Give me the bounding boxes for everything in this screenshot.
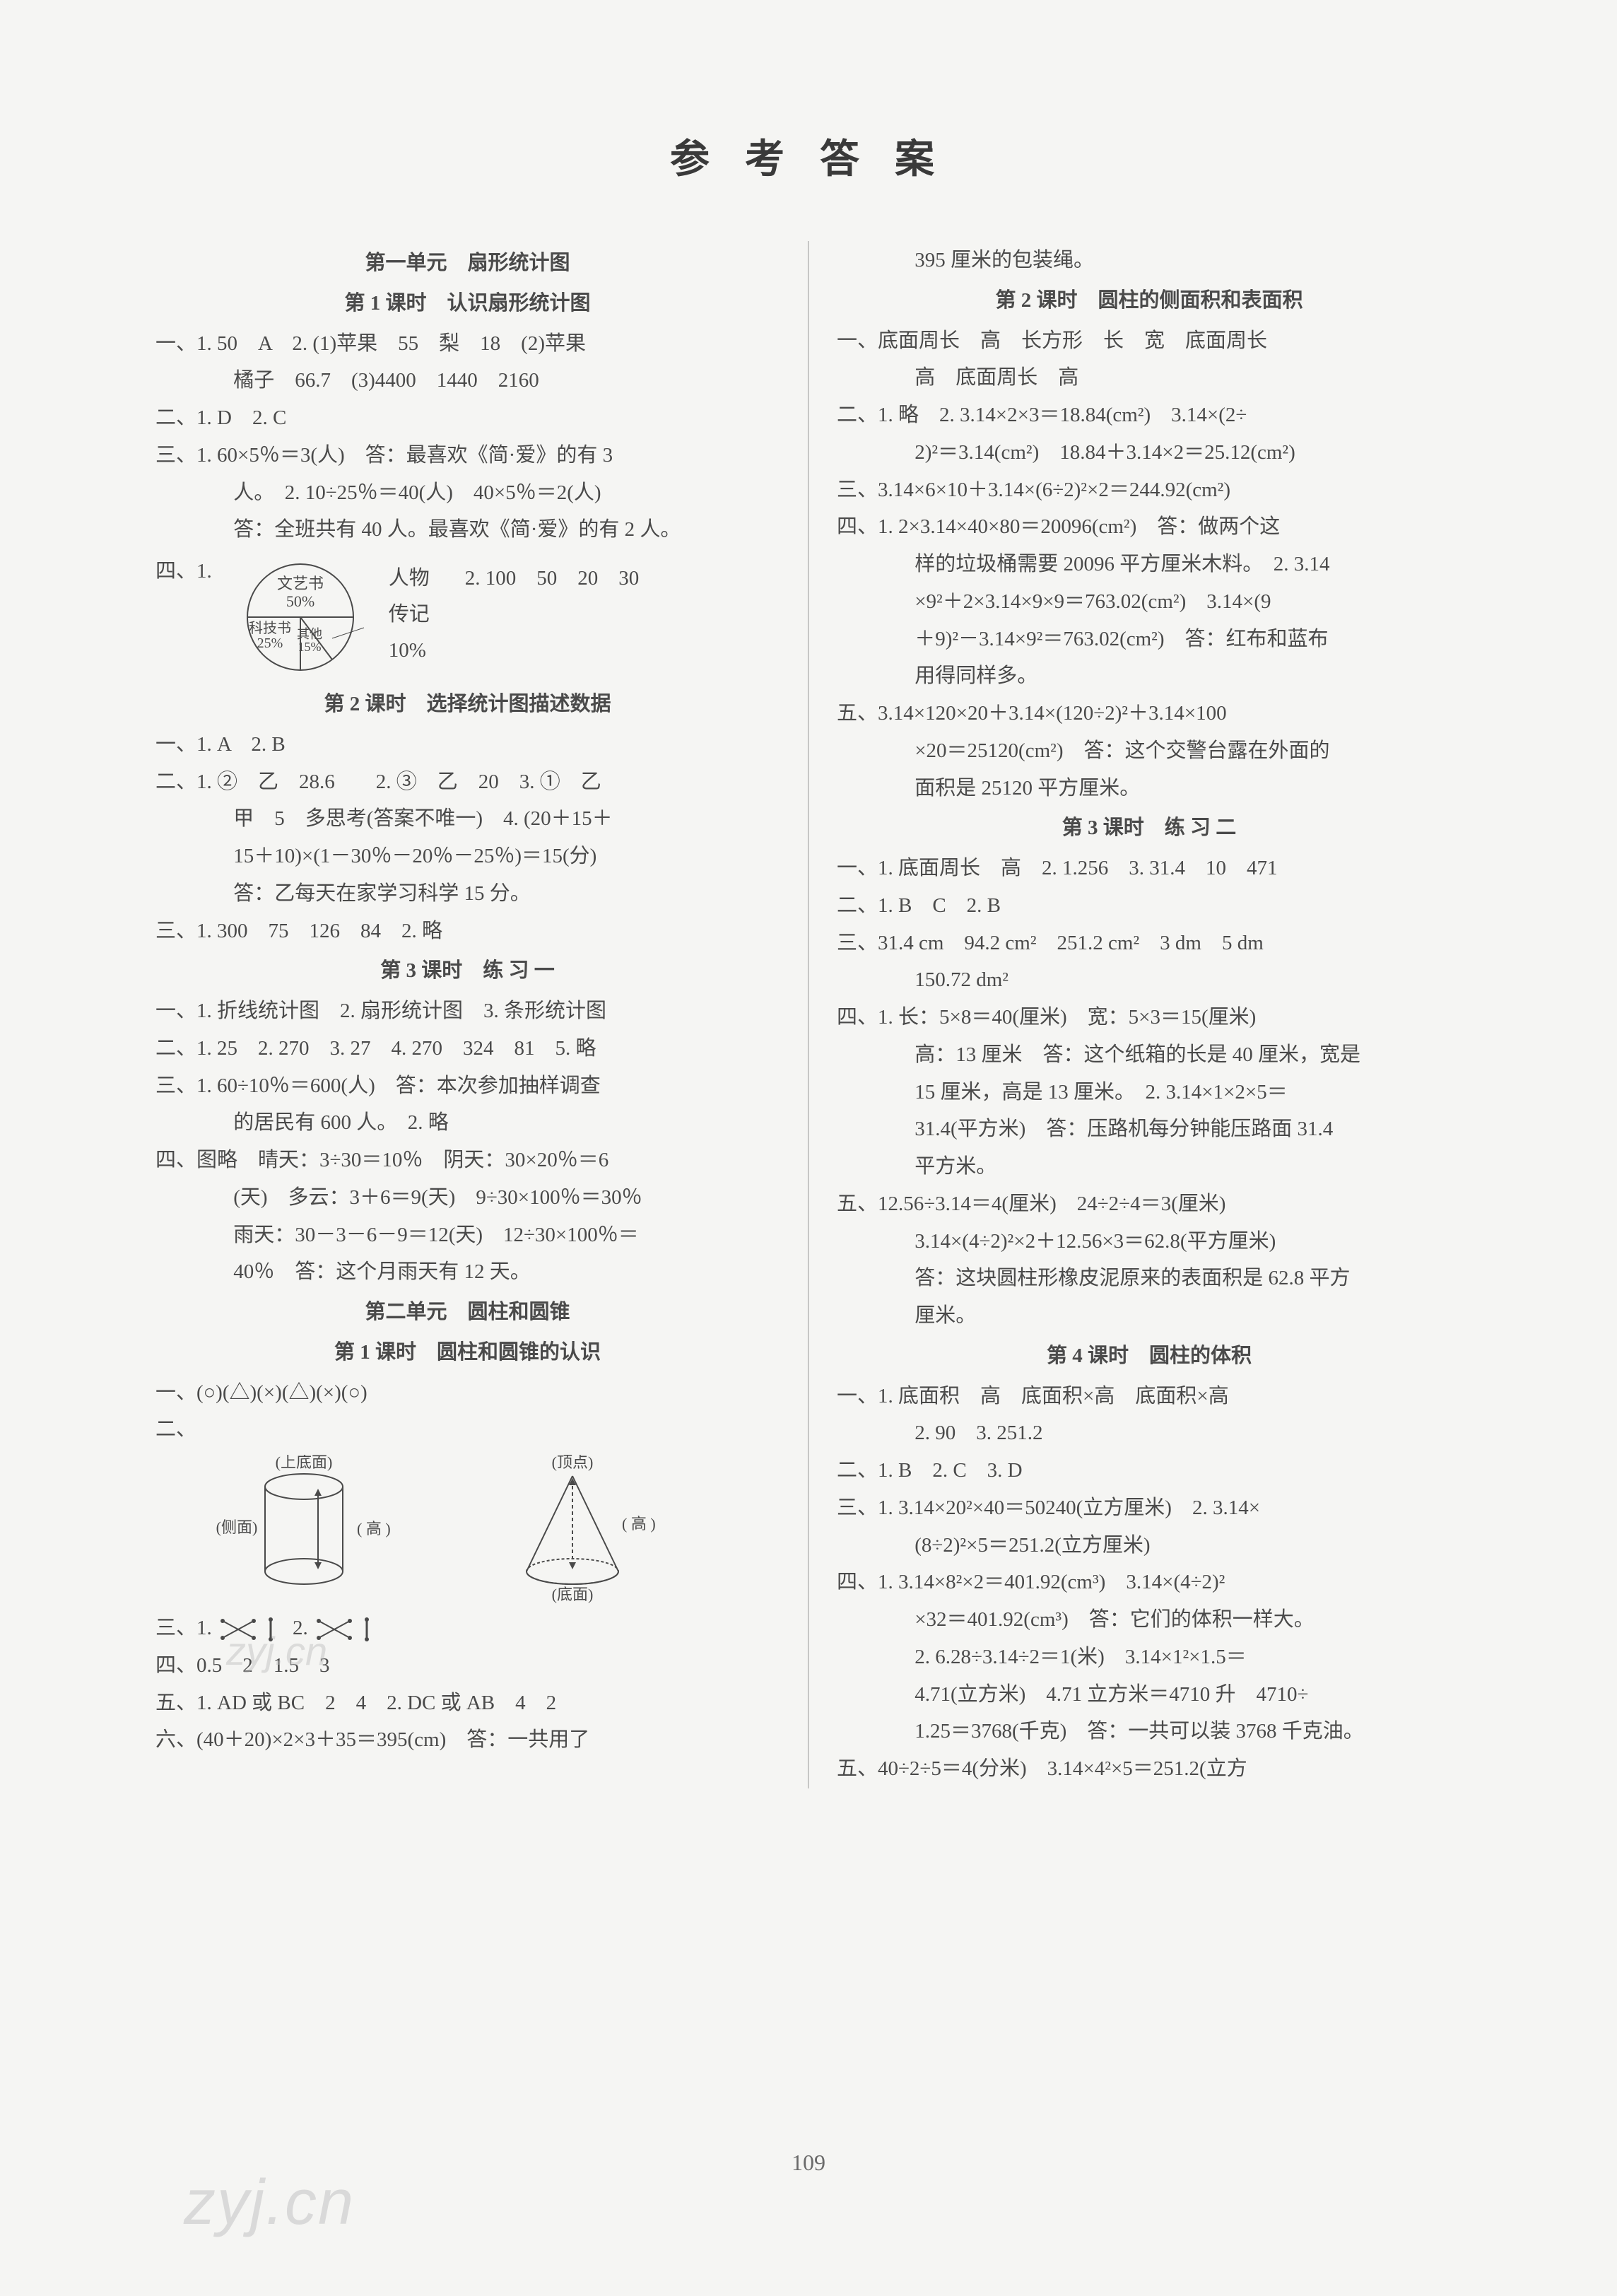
answer-line: (8÷2)²×5＝251.2(立方厘米) xyxy=(837,1528,1462,1564)
svg-text:( 高 ): ( 高 ) xyxy=(622,1515,656,1533)
answer-line: 一、1. 底面积 高 底面积×高 底面积×高 xyxy=(837,1378,1462,1414)
answer-line: 二、1. 略 2. 3.14×2×3＝18.84(cm²) 3.14×(2÷ xyxy=(837,397,1462,433)
pie-legend-label: 传记 xyxy=(389,597,430,633)
answer-line: 雨天：30－3－6－9＝12(天) 12÷30×100％＝ xyxy=(155,1217,780,1253)
answer-line: 三、1. 300 75 126 84 2. 略 xyxy=(155,913,780,949)
answer-line: 三、1. 3.14×20²×40＝50240(立方厘米) 2. 3.14× xyxy=(837,1490,1462,1526)
answer-line: 一、1. 折线统计图 2. 扇形统计图 3. 条形统计图 xyxy=(155,993,780,1029)
cylinder-diagram-icon: (上底面) (侧面) ( 高 ) xyxy=(212,1455,396,1603)
answer-line: 答：全班共有 40 人。最喜欢《简·爱》的有 2 人。 xyxy=(155,512,780,548)
answer-line: 答：这块圆柱形橡皮泥原来的表面积是 62.8 平方 xyxy=(837,1260,1462,1296)
answer-line: 一、1. 底面周长 高 2. 1.256 3. 31.4 10 471 xyxy=(837,850,1462,886)
answer-line: 31.4(平方米) 答：压路机每分钟能压路面 31.4 xyxy=(837,1111,1462,1147)
svg-text:文艺书: 文艺书 xyxy=(277,575,324,592)
answer-line: ＋9)²－3.14×9²＝763.02(cm²) 答：红布和蓝布 xyxy=(837,621,1462,657)
answer-line: 橘子 66.7 (3)4400 1440 2160 xyxy=(155,363,780,399)
answer-line: 平方米。 xyxy=(837,1149,1462,1185)
answer-line: 六、(40＋20)×2×3＋35＝395(cm) 答：一共用了 xyxy=(155,1722,780,1758)
answer-line: 二、1. D 2. C xyxy=(155,400,780,436)
answer-line: (天) 多云：3＋6＝9(天) 9÷30×100％＝30％ xyxy=(155,1180,780,1216)
left-column: 第一单元 扇形统计图 第 1 课时 认识扇形统计图 一、1. 50 A 2. (… xyxy=(155,241,808,1788)
answer-line: 五、12.56÷3.14＝4(厘米) 24÷2÷4＝3(厘米) xyxy=(837,1186,1462,1222)
answer-line: 五、40÷2÷5＝4(分米) 3.14×4²×5＝251.2(立方 xyxy=(837,1751,1462,1787)
answer-line: 二、1. B 2. C 3. D xyxy=(837,1453,1462,1489)
two-column-layout: 第一单元 扇形统计图 第 1 课时 认识扇形统计图 一、1. 50 A 2. (… xyxy=(155,241,1462,1788)
unit2-heading: 第二单元 圆柱和圆锥 xyxy=(155,1294,780,1330)
watermark-icon: zyj.cn xyxy=(226,1628,327,1674)
answer-line: 2. 6.28÷3.14÷2＝1(米) 3.14×1²×1.5＝ xyxy=(837,1639,1462,1675)
svg-text:其他: 其他 xyxy=(297,627,322,641)
svg-text:(顶点): (顶点) xyxy=(552,1455,594,1471)
answer-line: 一、1. 50 A 2. (1)苹果 55 梨 18 (2)苹果 xyxy=(155,326,780,362)
svg-text:50%: 50% xyxy=(286,592,314,610)
lesson4r-heading: 第 4 课时 圆柱的体积 xyxy=(837,1338,1462,1374)
vertical-mark-icon xyxy=(360,1615,373,1644)
watermark-icon: zyj.cn xyxy=(184,2167,355,2239)
answer-line: 3.14×(4÷2)²×2＋12.56×3＝62.8(平方厘米) xyxy=(837,1224,1462,1260)
svg-text:(底面): (底面) xyxy=(552,1586,594,1603)
answer-line: 高 底面周长 高 xyxy=(837,360,1462,396)
svg-text:科技书: 科技书 xyxy=(249,620,291,636)
lesson1-heading: 第 1 课时 认识扇形统计图 xyxy=(155,286,780,322)
answer-line: ×20＝25120(cm²) 答：这个交警台露在外面的 xyxy=(837,733,1462,769)
answer-line: 三、1. 60÷10％＝600(人) 答：本次参加抽样调查 xyxy=(155,1068,780,1104)
answer-line: 2. 90 3. 251.2 xyxy=(837,1415,1462,1451)
pie-legend-label: 人物 xyxy=(389,561,430,597)
answer-line: 15 厘米，高是 13 厘米。 2. 3.14×1×2×5＝ xyxy=(837,1074,1462,1111)
lesson2-heading: 第 2 课时 选择统计图描述数据 xyxy=(155,686,780,722)
svg-text:(上底面): (上底面) xyxy=(276,1455,333,1471)
answer-line: 四、1. 2×3.14×40×80＝20096(cm²) 答：做两个这 xyxy=(837,509,1462,545)
right-column: 395 厘米的包装绳。 第 2 课时 圆柱的侧面积和表面积 一、底面周长 高 长… xyxy=(808,241,1462,1788)
answer-line: 40％ 答：这个月雨天有 12 天。 xyxy=(155,1254,780,1290)
unit1-heading: 第一单元 扇形统计图 xyxy=(155,245,780,281)
answer-label-4: 四、1. xyxy=(155,554,212,590)
answer-line: 五、1. AD 或 BC 2 4 2. DC 或 AB 4 2 xyxy=(155,1685,780,1721)
answer-line: 一、(○)(△)(×)(△)(×)(○) xyxy=(155,1375,780,1411)
answer-line: 面积是 25120 平方厘米。 xyxy=(837,771,1462,807)
answer-line: 三、3.14×6×10＋3.14×(6÷2)²×2＝244.92(cm²) xyxy=(837,472,1462,508)
unit2-lesson1-heading: 第 1 课时 圆柱和圆锥的认识 xyxy=(155,1335,780,1371)
answer-line: 二、 xyxy=(155,1412,780,1448)
answer-line: ×32＝401.92(cm³) 答：它们的体积一样大。 xyxy=(837,1602,1462,1638)
answer-line: 三、31.4 cm 94.2 cm² 251.2 cm² 3 dm 5 dm xyxy=(837,925,1462,961)
svg-text:15%: 15% xyxy=(298,640,321,654)
answer-line: 厘米。 xyxy=(837,1298,1462,1334)
answer-line: 四、1. 3.14×8²×2＝401.92(cm³) 3.14×(4÷2)² xyxy=(837,1564,1462,1600)
pie-chart-icon: 文艺书 50% 科技书 25% 其他 15% xyxy=(226,554,375,681)
answer-line: 三、1. 60×5％＝3(人) 答：最喜欢《简·爱》的有 3 xyxy=(155,438,780,474)
answer-line: 150.72 dm² xyxy=(837,962,1462,998)
answer-line: 395 厘米的包装绳。 xyxy=(837,242,1462,279)
answer-line: 答：乙每天在家学习科学 15 分。 xyxy=(155,876,780,912)
answer-line: 四、1. 长：5×8＝40(厘米) 宽：5×3＝15(厘米) xyxy=(837,1000,1462,1036)
answer-line: 二、1. B C 2. B xyxy=(837,888,1462,924)
answer-line: 4.71(立方米) 4.71 立方米＝4710 升 4710÷ xyxy=(837,1677,1462,1713)
answer-line: 四、图略 晴天：3÷30＝10％ 阴天：30×20％＝6 xyxy=(155,1142,780,1178)
lesson3r-heading: 第 3 课时 练 习 二 xyxy=(837,810,1462,846)
answer-line: 一、底面周长 高 长方形 长 宽 底面周长 xyxy=(837,323,1462,359)
answer-line: 二、1. ② 乙 28.6 2. ③ 乙 20 3. ① 乙 xyxy=(155,764,780,800)
answer-line: 人。 2. 10÷25％＝40(人) 40×5％＝2(人) xyxy=(155,475,780,511)
answer-line: 高：13 厘米 答：这个纸箱的长是 40 厘米，宽是 xyxy=(837,1037,1462,1073)
answer-line: 样的垃圾桶需要 20096 平方厘米木料。 2. 3.14 xyxy=(837,546,1462,582)
lesson2r-heading: 第 2 课时 圆柱的侧面积和表面积 xyxy=(837,283,1462,319)
answer-line: 甲 5 多思考(答案不唯一) 4. (20＋15＋ xyxy=(155,801,780,837)
answer-line: 二、1. 25 2. 270 3. 27 4. 270 324 81 5. 略 xyxy=(155,1031,780,1067)
answer-line: 一、1. A 2. B xyxy=(155,727,780,763)
cone-diagram-icon: (顶点) ( 高 ) (底面) xyxy=(481,1455,664,1603)
answer-line: 五、3.14×120×20＋3.14×(120÷2)²＋3.14×100 xyxy=(837,696,1462,732)
page-title: 参 考 答 案 xyxy=(155,127,1462,184)
answer-line: 2. 100 50 20 30 xyxy=(465,554,640,597)
answer-line: 用得同样多。 xyxy=(837,658,1462,694)
answer-line: 15＋10)×(1－30％－20％－25％)＝15(分) xyxy=(155,838,780,874)
answer-line: 2)²＝3.14(cm²) 18.84＋3.14×2＝25.12(cm²) xyxy=(837,435,1462,471)
answer-line: 1.25＝3768(千克) 答：一共可以装 3768 千克油。 xyxy=(837,1714,1462,1750)
pie-legend-label: 10% xyxy=(389,633,430,669)
lesson3-heading: 第 3 课时 练 习 一 xyxy=(155,953,780,989)
answer-line: 的居民有 600 人。 2. 略 xyxy=(155,1105,780,1141)
svg-text:( 高 ): ( 高 ) xyxy=(357,1520,391,1538)
svg-text:25%: 25% xyxy=(257,636,283,651)
answer-line: ×9²＋2×3.14×9×9＝763.02(cm²) 3.14×(9 xyxy=(837,584,1462,620)
svg-text:(侧面): (侧面) xyxy=(216,1518,258,1536)
